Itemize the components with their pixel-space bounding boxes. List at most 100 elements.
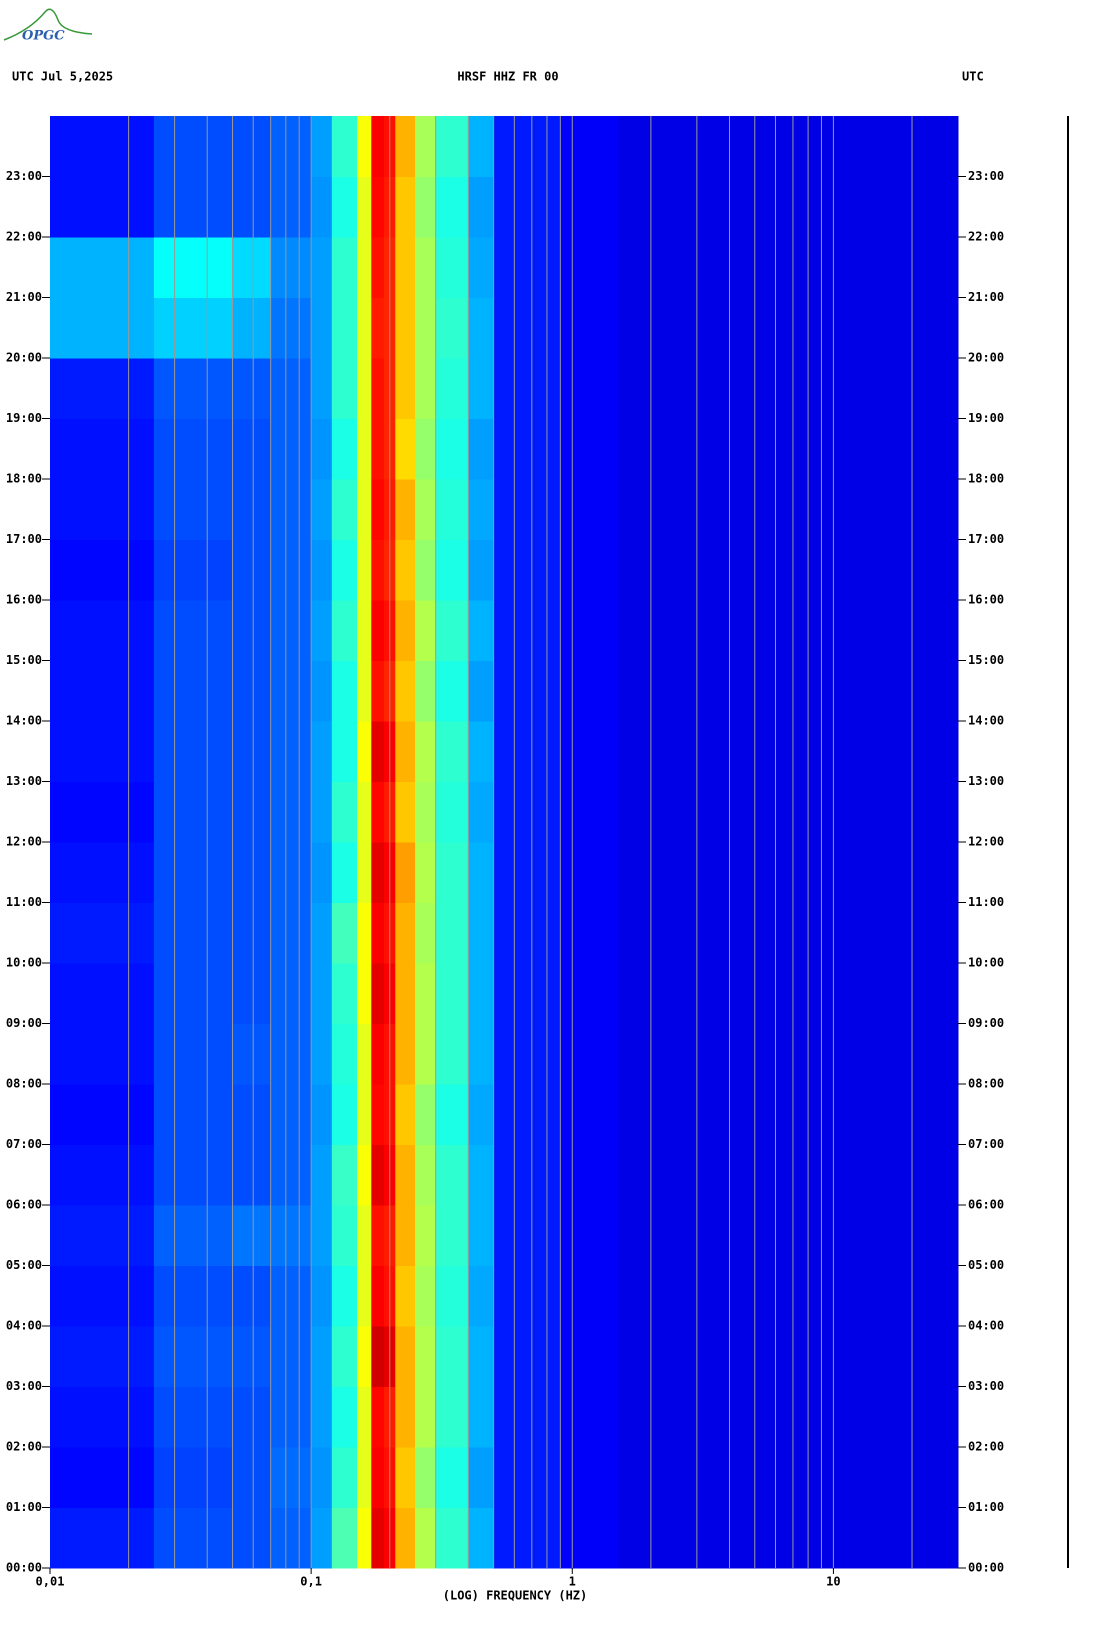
cell: [270, 902, 312, 964]
cell: [331, 1507, 358, 1569]
cell: [493, 721, 561, 782]
cell: [232, 1144, 272, 1206]
cell: [357, 1265, 372, 1327]
cell: [435, 1507, 469, 1569]
cell: [493, 1326, 561, 1387]
y-tick-label-right: 03:00: [968, 1379, 1004, 1393]
cell: [232, 358, 272, 419]
cell: [371, 1265, 385, 1327]
cell: [357, 539, 372, 601]
cell: [493, 1205, 561, 1266]
cell: [435, 1386, 469, 1448]
y-tick-label: 14:00: [6, 714, 42, 728]
cell: [50, 479, 155, 540]
title-left: UTC Jul 5,2025: [12, 70, 113, 84]
y-tick-label-right: 21:00: [968, 290, 1004, 304]
cell: [270, 237, 312, 298]
y-tick-label: 19:00: [6, 411, 42, 425]
cell: [468, 660, 495, 722]
cell: [415, 116, 437, 177]
cell: [493, 176, 561, 238]
cell: [331, 963, 358, 1024]
cell: [232, 297, 272, 359]
cell: [371, 1023, 385, 1085]
cell: [270, 1447, 312, 1508]
cell: [493, 902, 561, 964]
cell: [270, 1265, 312, 1327]
y-tick-label: 08:00: [6, 1077, 42, 1091]
cell: [618, 176, 959, 238]
cell: [435, 1205, 469, 1266]
cell: [153, 358, 234, 419]
cell: [560, 237, 619, 298]
cell: [331, 237, 358, 298]
cell: [311, 539, 333, 601]
cell: [395, 781, 416, 843]
cell: [415, 902, 437, 964]
cell: [435, 479, 469, 540]
y-tick-label: 10:00: [6, 956, 42, 970]
cell: [371, 1084, 385, 1145]
y-tick-label-right: 15:00: [968, 653, 1004, 667]
cell: [311, 1507, 333, 1569]
cell: [468, 781, 495, 843]
cell: [357, 600, 372, 661]
cell: [270, 176, 312, 238]
cell: [50, 842, 155, 903]
cell: [153, 479, 234, 540]
x-axis-label: (LOG) FREQUENCY (HZ): [443, 1589, 588, 1603]
cell: [560, 963, 619, 1024]
cell: [153, 297, 234, 359]
cell: [270, 1084, 312, 1145]
cell: [618, 600, 959, 661]
cell: [50, 1023, 155, 1085]
cell: [50, 297, 155, 359]
cell: [331, 1144, 358, 1206]
cell: [468, 842, 495, 903]
cell: [618, 297, 959, 359]
cell: [395, 600, 416, 661]
cell: [415, 479, 437, 540]
cell: [270, 1326, 312, 1387]
y-tick-label: 06:00: [6, 1198, 42, 1212]
cell: [560, 1205, 619, 1266]
y-tick-label-right: 22:00: [968, 230, 1004, 244]
y-tick-label: 02:00: [6, 1440, 42, 1454]
cell: [153, 1205, 234, 1266]
cell: [331, 1326, 358, 1387]
cell: [560, 1326, 619, 1387]
cell: [311, 176, 333, 238]
cell: [618, 1386, 959, 1448]
y-tick-label: 11:00: [6, 895, 42, 909]
cell: [357, 660, 372, 722]
cell: [50, 418, 155, 480]
cell: [415, 963, 437, 1024]
cell: [371, 176, 385, 238]
cell: [395, 842, 416, 903]
cell: [435, 418, 469, 480]
cell: [311, 1205, 333, 1266]
cell: [311, 660, 333, 722]
cell: [371, 781, 385, 843]
cell: [371, 660, 385, 722]
cell: [493, 479, 561, 540]
cell: [153, 539, 234, 601]
cell: [435, 781, 469, 843]
cell: [357, 842, 372, 903]
cell: [232, 1205, 272, 1266]
cell: [371, 116, 385, 177]
cell: [311, 1144, 333, 1206]
cell: [395, 297, 416, 359]
cell: [560, 1144, 619, 1206]
cell: [50, 1386, 155, 1448]
cell: [331, 781, 358, 843]
cell: [560, 902, 619, 964]
y-tick-label-right: 14:00: [968, 714, 1004, 728]
y-tick-label-right: 18:00: [968, 472, 1004, 486]
cell: [435, 902, 469, 964]
cell: [395, 1386, 416, 1448]
cell: [618, 1023, 959, 1085]
title-right: UTC: [962, 70, 984, 84]
cell: [435, 963, 469, 1024]
cell: [415, 781, 437, 843]
